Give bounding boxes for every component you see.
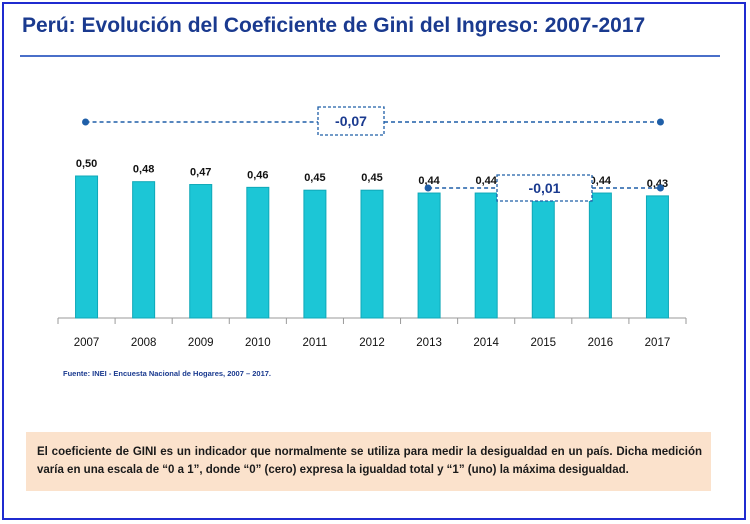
bar-2014 [474,192,498,319]
annotation-box-0 [317,106,385,136]
bar-2016 [588,192,612,319]
bar-2017 [645,195,669,319]
annotation-box-1 [496,174,593,202]
title-divider [20,55,720,57]
annotation-label-0: -0,07 [335,113,367,129]
annotation-dot-start-0 [82,118,90,126]
bar-2007 [75,175,99,319]
data-label-2012: 0,45 [361,172,382,184]
data-label-2008: 0,48 [133,164,154,176]
bar-2013 [417,192,441,319]
bar-2015 [531,192,555,319]
bar-2009 [189,184,213,319]
bar-2012 [360,189,384,319]
x-tick-label-2012: 2012 [359,337,385,349]
x-tick-label-2010: 2010 [245,337,271,349]
annotation-label-1: -0,01 [529,180,561,196]
annotation-dot-end-0 [656,118,664,126]
chart-title: Perú: Evolución del Coeficiente de Gini … [22,14,646,37]
bar-2008 [132,181,156,319]
source-note: Fuente: INEI - Encuesta Nacional de Hoga… [63,369,271,378]
x-tick-label-2009: 2009 [188,337,214,349]
data-label-2014: 0,44 [475,175,497,187]
x-tick-label-2008: 2008 [131,337,157,349]
x-tick-label-2014: 2014 [473,337,499,349]
bar-2010 [246,186,270,319]
data-label-2016: 0,44 [590,175,612,187]
x-tick-label-2011: 2011 [303,337,328,349]
x-tick-label-2007: 2007 [74,337,100,349]
x-tick-label-2017: 2017 [645,337,671,349]
data-label-2007: 0,50 [76,158,97,170]
data-label-2009: 0,47 [190,167,211,179]
x-tick-label-2016: 2016 [588,337,614,349]
data-label-2013: 0,44 [418,175,440,187]
annotation-dot-end-1 [656,184,664,192]
data-label-2011: 0,45 [304,172,325,184]
gini-explanation-note: El coeficiente de GINI es un indicador q… [26,432,711,491]
bar-2011 [303,189,327,319]
x-tick-label-2013: 2013 [416,337,442,349]
x-tick-label-2015: 2015 [530,337,556,349]
data-label-2010: 0,46 [247,169,268,181]
annotation-dot-start-1 [424,184,432,192]
